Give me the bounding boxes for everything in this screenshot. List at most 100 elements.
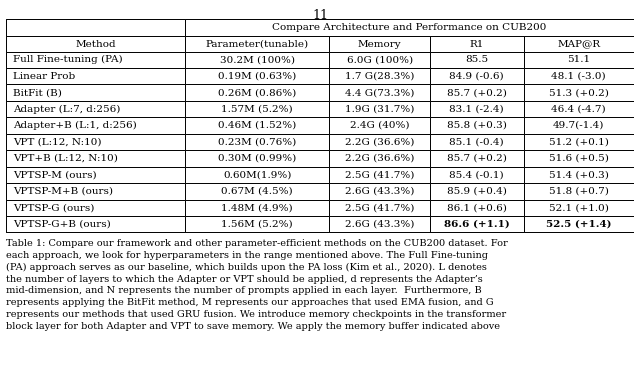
Bar (430, 68, 524, 84)
Text: 2.5G (41.7%): 2.5G (41.7%) (345, 203, 414, 212)
Bar (430, 52, 524, 68)
Text: 0.67M (4.5%): 0.67M (4.5%) (221, 187, 293, 196)
Text: 2.2G (36.6%): 2.2G (36.6%) (345, 154, 414, 163)
Bar (330, 117, 430, 134)
Bar (185, 117, 330, 134)
Bar (430, 216, 524, 232)
Bar (330, 84, 430, 101)
Bar (185, 134, 330, 150)
Bar (524, 117, 634, 134)
Text: 86.6 (+1.1): 86.6 (+1.1) (444, 220, 509, 229)
Bar (6, 183, 185, 200)
Bar (6, 84, 185, 101)
Text: 51.4 (+0.3): 51.4 (+0.3) (548, 170, 609, 179)
Bar (524, 68, 634, 84)
Bar (330, 200, 430, 216)
Text: 85.7 (+0.2): 85.7 (+0.2) (447, 88, 507, 97)
Text: 84.9 (-0.6): 84.9 (-0.6) (449, 72, 504, 81)
Text: 0.26M (0.86%): 0.26M (0.86%) (218, 88, 296, 97)
Text: 4.4 G(73.3%): 4.4 G(73.3%) (345, 88, 414, 97)
Text: 0.23M (0.76%): 0.23M (0.76%) (218, 137, 296, 146)
Text: 1.48M (4.9%): 1.48M (4.9%) (221, 203, 293, 212)
Text: 6.0G (100%): 6.0G (100%) (346, 56, 413, 64)
Bar (330, 36, 430, 52)
Text: BitFit (B): BitFit (B) (13, 88, 61, 97)
Bar (524, 134, 634, 150)
Bar (524, 216, 634, 232)
Bar (6, 166, 185, 183)
Bar (185, 68, 330, 84)
Text: Adapter (L:7, d:256): Adapter (L:7, d:256) (13, 104, 120, 114)
Text: 2.6G (43.3%): 2.6G (43.3%) (345, 187, 414, 196)
Text: 52.1 (+1.0): 52.1 (+1.0) (548, 203, 609, 212)
Text: 1.57M (5.2%): 1.57M (5.2%) (221, 105, 293, 114)
Bar (185, 150, 330, 166)
Bar (6, 216, 185, 232)
Text: 85.9 (+0.4): 85.9 (+0.4) (447, 187, 507, 196)
Text: 51.8 (+0.7): 51.8 (+0.7) (548, 187, 609, 196)
Text: Full Fine-tuning (PA): Full Fine-tuning (PA) (13, 56, 122, 64)
Bar (524, 101, 634, 117)
Text: Compare Architecture and Performance on CUB200: Compare Architecture and Performance on … (272, 23, 547, 32)
Bar (430, 117, 524, 134)
Bar (330, 216, 430, 232)
Bar (6, 52, 185, 68)
Bar (430, 183, 524, 200)
Text: 49.7(-1.4): 49.7(-1.4) (553, 121, 604, 130)
Bar (6, 117, 185, 134)
Text: MAP@R: MAP@R (557, 40, 600, 49)
Bar (524, 166, 634, 183)
Text: 2.2G (36.6%): 2.2G (36.6%) (345, 137, 414, 146)
Bar (524, 84, 634, 101)
Bar (6, 101, 185, 117)
Bar (6, 134, 185, 150)
Text: 0.30M (0.99%): 0.30M (0.99%) (218, 154, 296, 163)
Text: 85.7 (+0.2): 85.7 (+0.2) (447, 154, 507, 163)
Bar (330, 183, 430, 200)
Text: 1.7 G(28.3%): 1.7 G(28.3%) (345, 72, 414, 81)
Bar (430, 36, 524, 52)
Text: 85.1 (-0.4): 85.1 (-0.4) (449, 137, 504, 146)
Bar (524, 183, 634, 200)
Text: 2.4G (40%): 2.4G (40%) (350, 121, 410, 130)
Text: 51.1: 51.1 (567, 56, 590, 64)
Bar (185, 19, 634, 36)
Text: 85.4 (-0.1): 85.4 (-0.1) (449, 170, 504, 179)
Text: 2.5G (41.7%): 2.5G (41.7%) (345, 170, 414, 179)
Bar (185, 183, 330, 200)
Text: VPT+B (L:12, N:10): VPT+B (L:12, N:10) (13, 154, 118, 163)
Text: 1.56M (5.2%): 1.56M (5.2%) (221, 220, 293, 229)
Text: 51.6 (+0.5): 51.6 (+0.5) (548, 154, 609, 163)
Bar (330, 166, 430, 183)
Text: 51.3 (+0.2): 51.3 (+0.2) (548, 88, 609, 97)
Text: Adapter+B (L:1, d:256): Adapter+B (L:1, d:256) (13, 121, 136, 130)
Bar (185, 101, 330, 117)
Bar (185, 216, 330, 232)
Text: 0.60M(1.9%): 0.60M(1.9%) (223, 170, 291, 179)
Text: 0.46M (1.52%): 0.46M (1.52%) (218, 121, 296, 130)
Bar (6, 19, 185, 36)
Text: 52.5 (+1.4): 52.5 (+1.4) (546, 220, 611, 229)
Text: 51.2 (+0.1): 51.2 (+0.1) (548, 137, 609, 146)
Bar (330, 150, 430, 166)
Text: VPTSP-M (ours): VPTSP-M (ours) (13, 170, 96, 179)
Text: VPT (L:12, N:10): VPT (L:12, N:10) (13, 137, 101, 146)
Text: VPTSP-M+B (ours): VPTSP-M+B (ours) (13, 187, 113, 196)
Bar (524, 200, 634, 216)
Text: R1: R1 (470, 40, 484, 49)
Text: 86.1 (+0.6): 86.1 (+0.6) (447, 203, 507, 212)
Bar (6, 68, 185, 84)
Bar (430, 150, 524, 166)
Bar (185, 200, 330, 216)
Bar (185, 52, 330, 68)
Text: 2.6G (43.3%): 2.6G (43.3%) (345, 220, 414, 229)
Text: 46.4 (-4.7): 46.4 (-4.7) (552, 105, 606, 114)
Text: 85.5: 85.5 (465, 56, 488, 64)
Bar (330, 134, 430, 150)
Bar (524, 52, 634, 68)
Text: 83.1 (-2.4): 83.1 (-2.4) (449, 105, 504, 114)
Bar (524, 36, 634, 52)
Text: 85.8 (+0.3): 85.8 (+0.3) (447, 121, 507, 130)
Text: 48.1 (-3.0): 48.1 (-3.0) (552, 72, 606, 81)
Bar (6, 150, 185, 166)
